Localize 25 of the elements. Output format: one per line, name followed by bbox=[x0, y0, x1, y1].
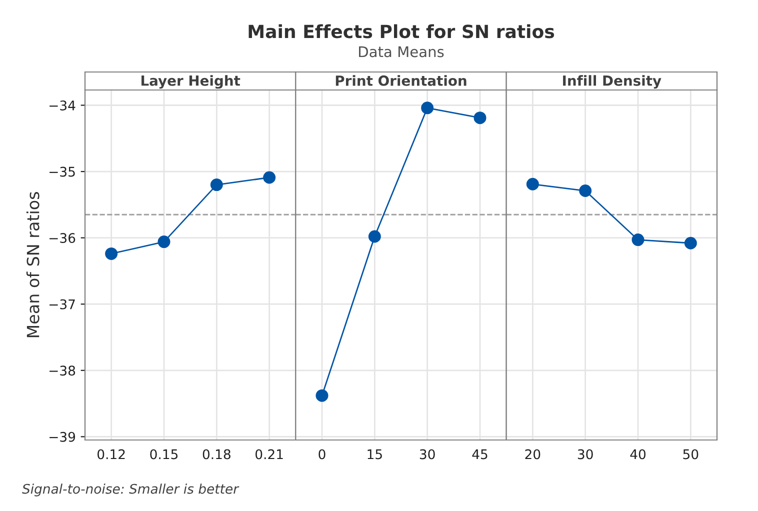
y-axis-title: Mean of SN ratios bbox=[26, 192, 40, 338]
x-tick-label: 0.15 bbox=[150, 449, 178, 460]
y-tick-label: −37 bbox=[50, 299, 75, 310]
x-tick-label: 45 bbox=[472, 449, 488, 460]
x-tick-label: 0.21 bbox=[256, 449, 283, 460]
x-tick-label: 30 bbox=[578, 449, 593, 460]
chart-subtitle: Main Effects Plot for SN ratios bbox=[248, 24, 554, 38]
x-tick-label: 0 bbox=[318, 449, 326, 460]
x-tick-label: 50 bbox=[683, 449, 698, 460]
y-tick-label: −38 bbox=[50, 366, 76, 376]
chart-title: Infill Density bbox=[563, 75, 662, 89]
y-tick-label: −39 bbox=[50, 432, 76, 442]
x-tick-label: 0.12 bbox=[98, 449, 125, 460]
chart-title: Layer Height bbox=[142, 75, 240, 89]
y-tick-label: −36 bbox=[50, 233, 76, 244]
x-tick-label: 15 bbox=[368, 449, 382, 460]
x-tick-label: 40 bbox=[630, 449, 646, 460]
x-tick-label: 30 bbox=[420, 449, 435, 460]
text: Data Means bbox=[359, 46, 444, 58]
x-tick-label: 20 bbox=[525, 449, 540, 460]
x-tick-label: 0.18 bbox=[202, 449, 230, 460]
y-tick-label: −35 bbox=[50, 166, 75, 177]
y-tick-label: −34 bbox=[50, 100, 76, 110]
chart-title: Print Orientation bbox=[336, 75, 466, 86]
text: Signal-to-noise: Smaller is better bbox=[22, 484, 240, 496]
